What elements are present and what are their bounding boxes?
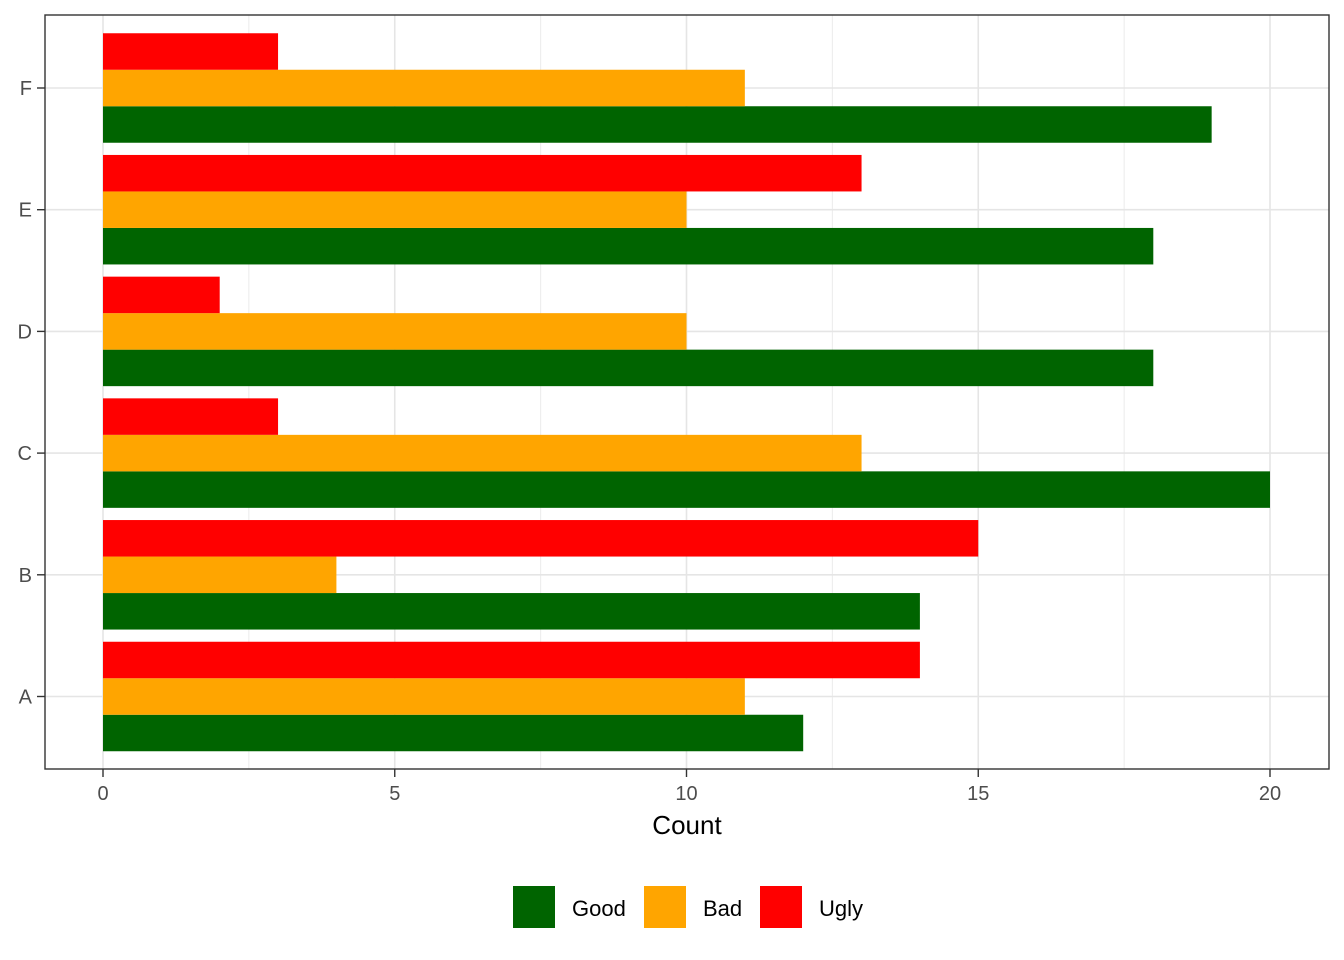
y-tick-label: A <box>19 687 33 709</box>
bar-bad-c <box>103 434 862 472</box>
bar-bad-f <box>103 69 745 107</box>
bar-bad-a <box>103 678 745 715</box>
bar-good-c <box>103 471 1270 508</box>
y-tick-label: E <box>19 200 32 222</box>
legend-key-ugly <box>760 886 802 928</box>
x-tick-label: 0 <box>97 783 108 805</box>
x-axis-title: Count <box>652 810 722 840</box>
legend-key-bad <box>644 886 686 928</box>
y-tick-label: F <box>20 78 32 100</box>
x-axis: 0 5 10 15 20 <box>97 769 1281 805</box>
x-tick-label: 10 <box>675 783 697 805</box>
x-tick-label: 15 <box>967 783 989 805</box>
bar-ugly-e <box>103 154 862 192</box>
x-tick-label: 5 <box>389 783 400 805</box>
bar-good-b <box>103 593 920 630</box>
legend-label-bad: Bad <box>703 896 742 921</box>
bar-ugly-b <box>103 520 979 557</box>
bar-bad-b <box>103 556 337 594</box>
bar-good-e <box>103 227 1154 265</box>
y-tick-label: B <box>19 565 32 587</box>
legend-label-ugly: Ugly <box>819 896 863 921</box>
legend-label-good: Good <box>572 896 626 921</box>
y-tick-label: C <box>18 443 32 465</box>
bar-ugly-a <box>103 641 920 679</box>
x-tick-label: 20 <box>1259 783 1281 805</box>
y-tick-label: D <box>18 321 32 343</box>
bar-ugly-d <box>103 276 220 314</box>
y-axis: A B C D E F <box>18 78 45 709</box>
bar-ugly-f <box>103 33 279 70</box>
bar-bad-e <box>103 191 687 228</box>
bar-good-f <box>103 106 1212 143</box>
legend-key-good <box>513 886 555 928</box>
bar-bad-d <box>103 313 687 350</box>
legend: Good Bad Ugly <box>513 886 863 928</box>
bars <box>103 33 1270 752</box>
bar-good-d <box>103 349 1154 387</box>
bar-good-a <box>103 714 804 752</box>
bar-ugly-c <box>103 398 279 435</box>
